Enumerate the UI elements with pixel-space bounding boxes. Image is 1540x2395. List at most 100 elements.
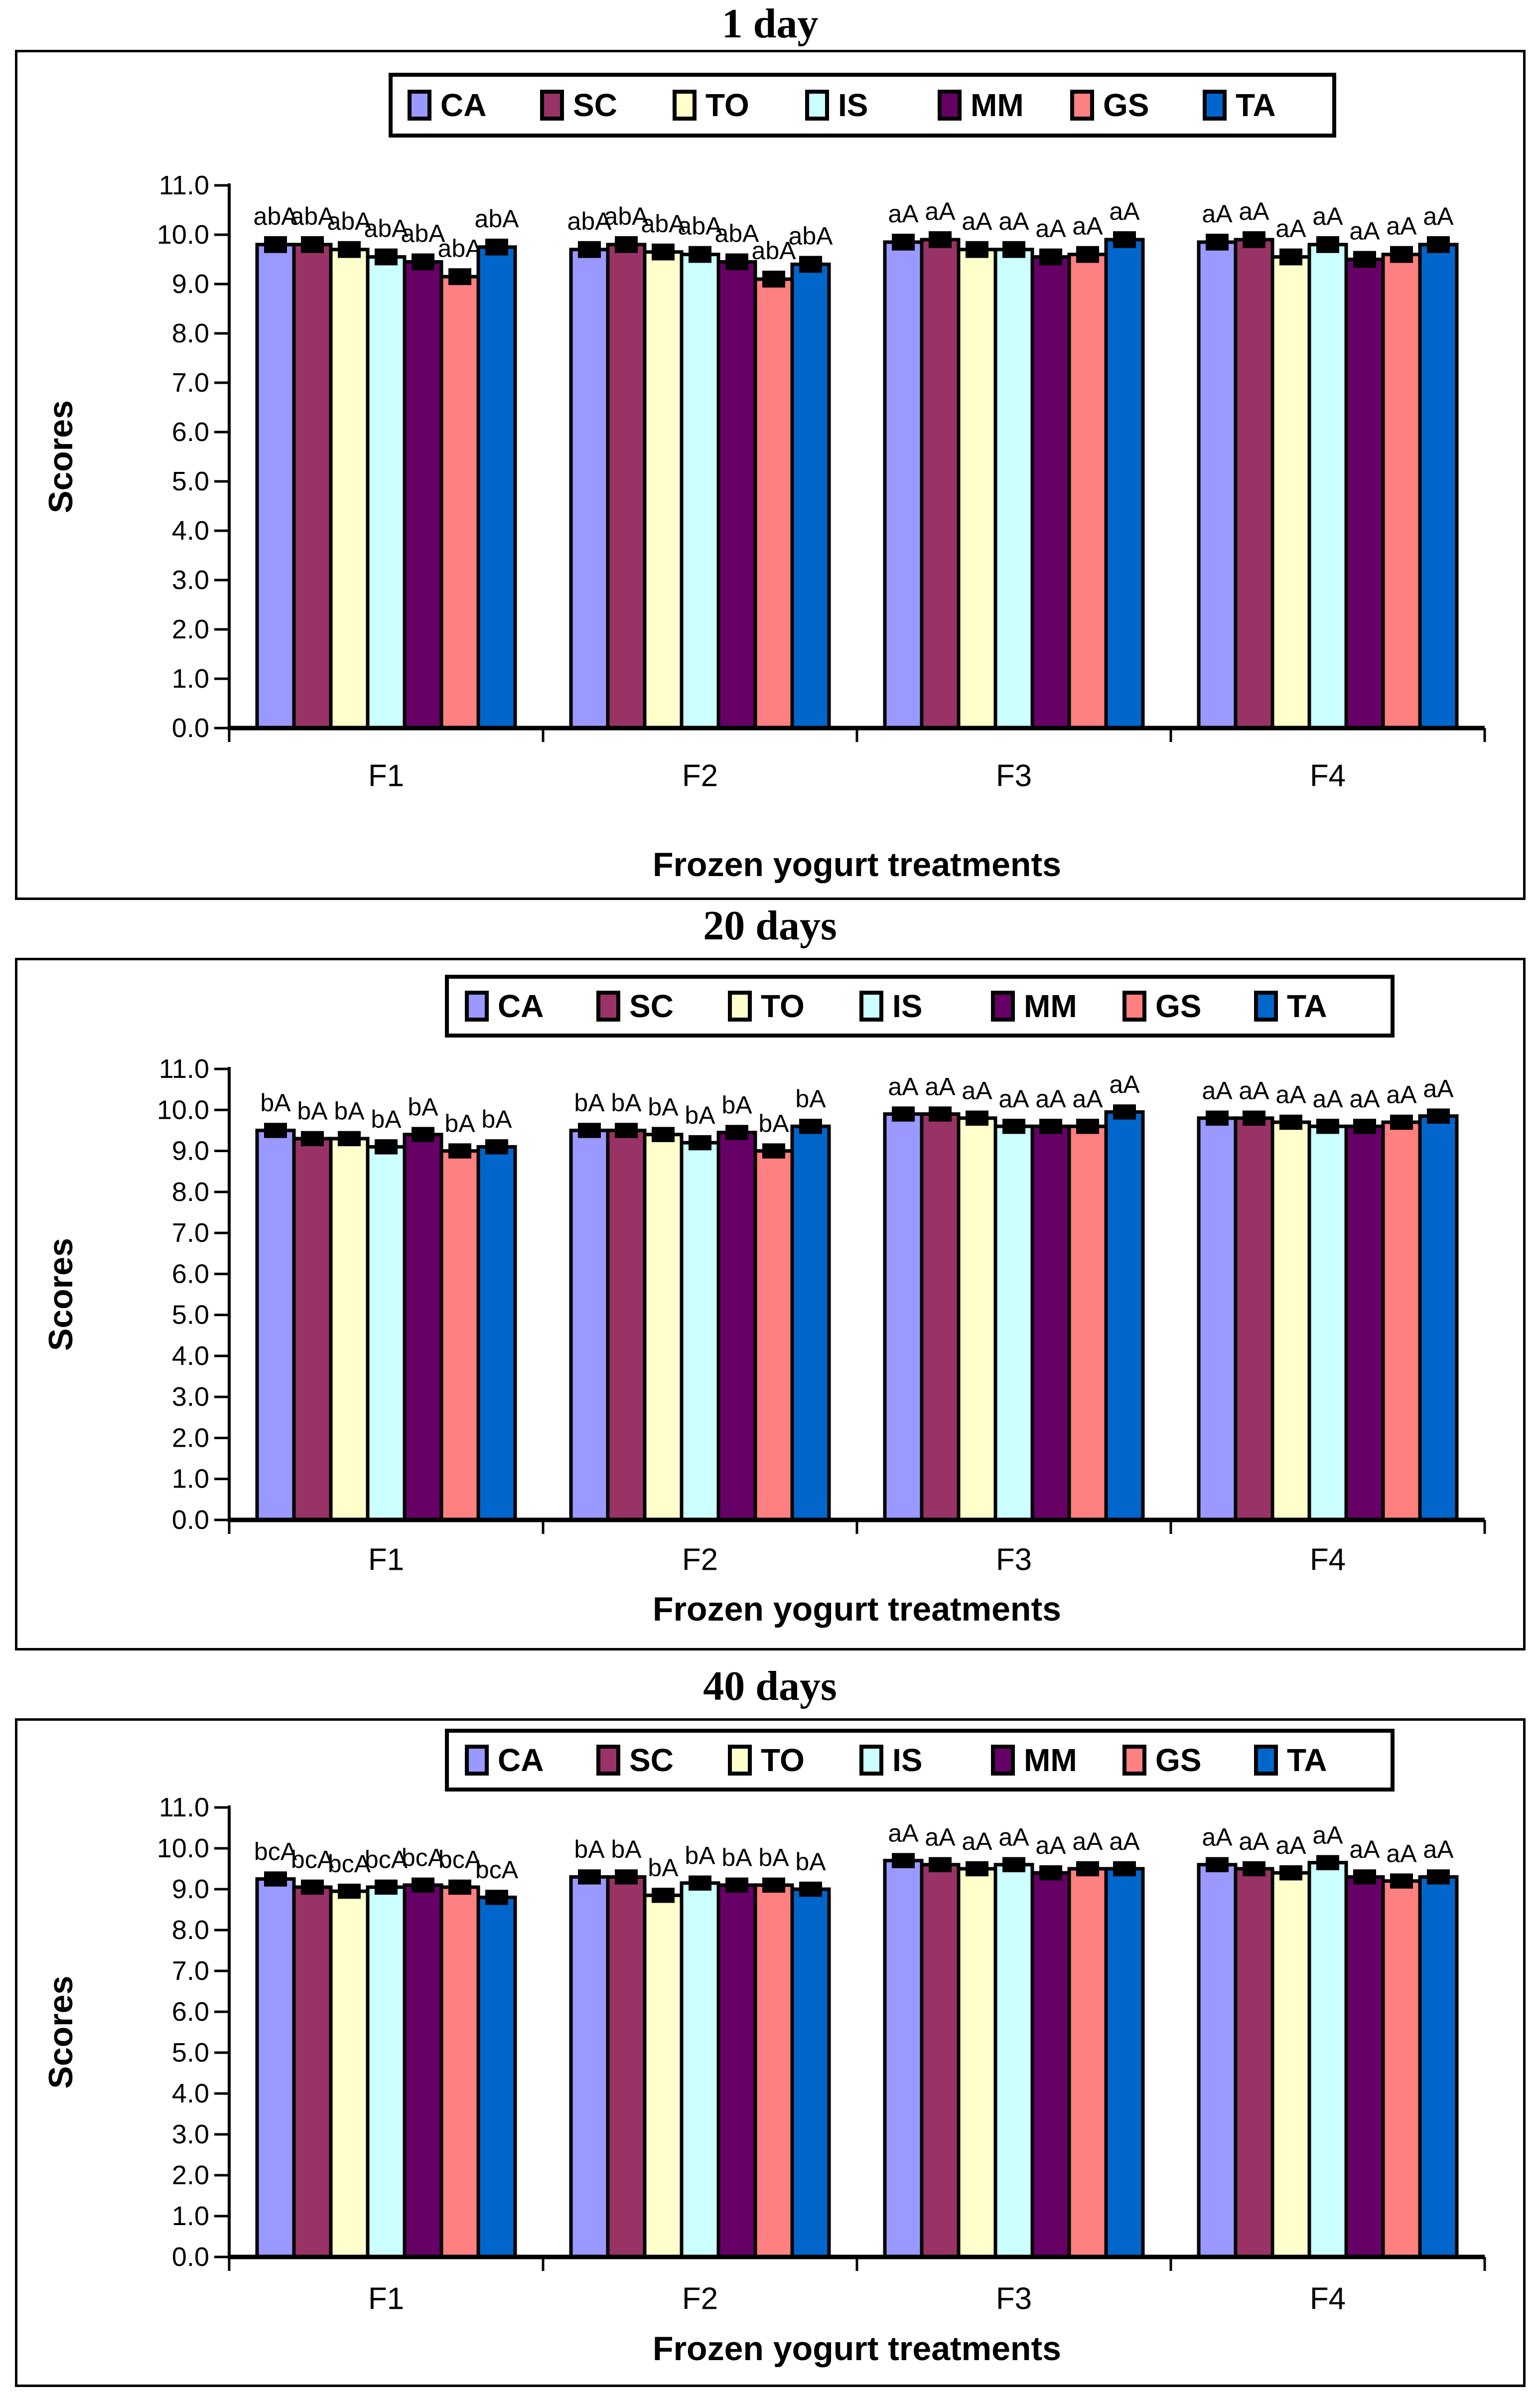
error-bar-cap-top [448,1879,471,1887]
x-category-label-F2: F2 [682,1543,718,1577]
error-bar-cap-top [1113,1104,1136,1112]
bar-IS-F4 [1307,1124,1348,1522]
error-bar-cap-bottom [301,1888,324,1895]
error-bar-cap-bottom [1206,1865,1229,1872]
error-bar-cap-bottom [799,266,822,273]
bar-SC-F3 [920,1112,961,1522]
error-bar-line [1085,1122,1090,1131]
bar-IS-F4 [1307,1861,1348,2259]
error-bar-cap-top [1113,231,1136,238]
y-tick-label: 11.0 [159,1054,209,1084]
legend-swatch-MM [991,991,1015,1022]
legend-label-TA: TA [1287,988,1327,1024]
legend-label-GS: GS [1155,1742,1201,1778]
bar-chart-20-days: CA SC TO IS MM GS TA 0.0 1.0 2.0 3.0 4.0 5.0 6.0 7.0 8.… [42,975,1486,1628]
x-category-label-F3: F3 [996,1543,1032,1577]
bar-CA-F3 [883,1859,924,2259]
error-bar-cap-bottom [448,1888,471,1895]
error-bar-cap-top [762,1143,785,1151]
legend-label-TO: TO [705,87,749,123]
x-category-label-F4: F4 [1310,759,1346,793]
error-bar-cap-bottom [485,1898,508,1905]
sig-label-GS-F4: aA [1386,212,1417,240]
error-bar-line [1215,1114,1220,1122]
error-bar-cap-bottom [1427,246,1450,253]
sig-label-MM-F3: aA [1035,1085,1066,1113]
error-bar-cap-bottom [1113,1112,1136,1120]
bar-SC-F1 [292,243,333,730]
error-bar-cap-top [301,236,324,243]
sig-label-TA-F4: aA [1423,1835,1454,1863]
error-bar-cap-top [1353,251,1376,258]
error-bar-line [698,249,702,260]
bar-IS-F2 [680,1881,720,2259]
error-bar-cap-bottom [578,251,601,258]
bar-IS-F2 [680,253,720,730]
y-tick-label: 6.0 [172,417,209,447]
error-bar-line [734,1881,739,1889]
y-tick-label: 3.0 [172,2119,209,2149]
error-bar-line [1215,1860,1220,1869]
error-bar-cap-bottom [1039,1873,1062,1881]
error-bar-cap-bottom [966,1869,988,1877]
y-tick-label: 1.0 [172,1464,209,1494]
sig-label-IS-F1: bcA [365,1846,408,1874]
error-bar-line [1288,1869,1293,1877]
bar-TA-F4 [1418,243,1459,730]
error-bar-line [734,257,739,267]
y-tick-label: 3.0 [172,1382,209,1412]
sig-label-CA-F4: aA [1202,1823,1233,1851]
bar-IS-F1 [366,255,407,730]
error-bar-cap-top [301,1879,324,1887]
error-bar-cap-top [264,236,287,243]
error-bar-line [587,1126,592,1135]
error-bar-cap-bottom [448,1151,471,1159]
legend-swatch-GS [1122,1745,1146,1776]
y-tick-label: 2.0 [172,1423,209,1453]
legend-swatch-CA [465,1745,489,1776]
error-bar-line [1122,235,1127,245]
error-bar-cap-bottom [929,1865,952,1872]
error-bar-cap-top [799,1881,822,1889]
bar-CA-F3 [883,1112,924,1522]
error-bar-line [1215,237,1220,247]
sig-label-CA-F2: bA [574,1089,605,1117]
error-bar-cap-bottom [1243,1869,1265,1877]
sig-label-IS-F2: bA [685,1101,715,1129]
error-bar-cap-bottom [485,1147,508,1155]
error-bar-cap-top [1206,1857,1229,1864]
error-bar-cap-bottom [725,1133,748,1140]
sig-label-SC-F2: bA [611,1835,642,1863]
sig-label-SC-F4: aA [1239,1077,1269,1105]
y-tick-label: 10.0 [157,1095,209,1125]
bar-SC-F4 [1234,1867,1274,2259]
error-bar-cap-top [485,1139,508,1147]
error-bar-line [1252,235,1257,245]
x-axis-title: Frozen yogurt treatments [653,2330,1061,2368]
error-bar-line [494,1893,499,1902]
error-bar-line [771,274,776,284]
legend-label-CA: CA [440,87,486,123]
error-bar-cap-top [578,241,601,248]
error-bar-cap-bottom [1243,241,1265,248]
bar-MM-F1 [403,1133,443,1522]
error-bar-cap-top [375,248,398,256]
y-tick-label: 0.0 [172,713,209,743]
error-bar-cap-top [1243,231,1265,238]
error-bar-line [1085,1864,1090,1873]
y-tick-label: 7.0 [172,368,209,398]
bar-CA-F4 [1197,1116,1238,1522]
sig-label-IS-F3: aA [998,207,1029,235]
error-bar-cap-top [966,1861,988,1868]
error-bar-cap-bottom [375,1888,398,1895]
sig-label-GS-F1: bcA [438,1846,482,1874]
y-tick-label: 7.0 [172,1218,209,1248]
bar-GS-F2 [753,1883,794,2259]
error-bar-line [347,244,352,255]
legend-label-SC: SC [573,87,617,123]
error-bar-line [347,1887,352,1896]
legend-swatch-GS [1070,90,1094,121]
bar-TA-F1 [476,1895,517,2259]
sig-label-IS-F4: aA [1312,1821,1343,1849]
sig-label-IS-F4: aA [1312,202,1343,230]
